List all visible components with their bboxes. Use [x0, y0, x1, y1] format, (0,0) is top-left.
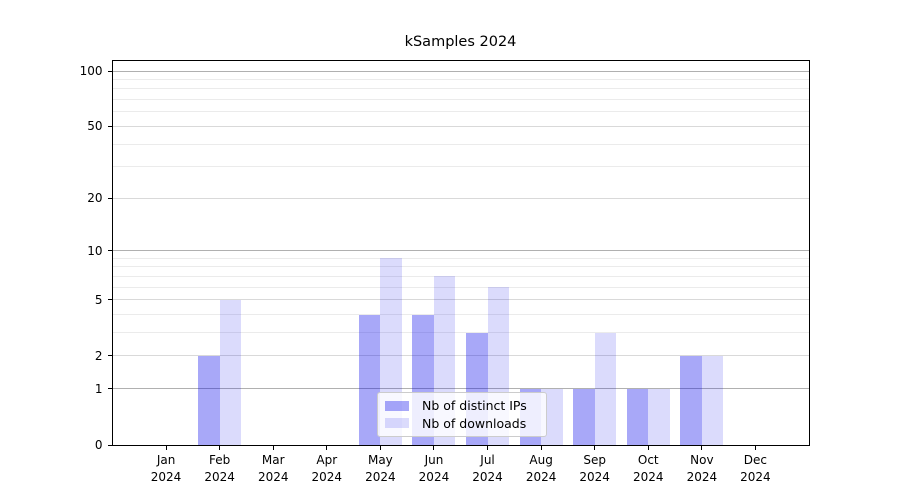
x-tick-mark — [272, 446, 274, 450]
x-tick-label: Mar 2024 — [257, 453, 289, 484]
x-tick-mark — [379, 446, 381, 450]
major-gridline — [112, 299, 809, 301]
y-tick-mark — [108, 388, 112, 390]
x-tick-label: Sep 2024 — [579, 453, 610, 484]
x-tick-mark — [647, 446, 649, 450]
x-tick-label: May 2024 — [365, 453, 396, 484]
x-tick-mark — [594, 446, 596, 450]
minor-gridline — [112, 99, 809, 101]
bar-downloads — [648, 388, 670, 445]
legend: Nb of distinct IPs Nb of downloads — [377, 392, 547, 437]
minor-gridline — [112, 314, 809, 316]
x-tick-mark — [326, 446, 328, 450]
chart-title: kSamples 2024 — [404, 34, 517, 50]
minor-gridline — [112, 78, 809, 80]
y-tick-mark — [108, 355, 112, 357]
x-tick-label: Aug 2024 — [525, 453, 557, 484]
x-tick-mark — [540, 446, 542, 450]
bar-downloads — [594, 332, 617, 445]
legend-entry-downloads: Nb of downloads — [385, 416, 538, 431]
minor-gridline — [112, 143, 809, 145]
y-tick-mark — [108, 125, 112, 127]
bar-distinct-ips — [573, 388, 595, 445]
y-tick-label: 100 — [79, 64, 103, 78]
x-tick-label: Feb 2024 — [204, 453, 235, 484]
major-gridline — [112, 125, 809, 127]
legend-entry-distinct-ips: Nb of distinct IPs — [385, 398, 538, 413]
x-tick-label: Jan 2024 — [150, 453, 182, 484]
x-tick-label: Jun 2024 — [418, 453, 450, 484]
bar-downloads — [701, 355, 724, 445]
bar-downloads — [219, 299, 242, 445]
y-tick-mark — [108, 197, 112, 199]
x-tick-mark — [165, 446, 167, 450]
y-tick-label: 2 — [94, 348, 103, 363]
y-tick-mark — [108, 299, 112, 301]
legend-label: Nb of downloads — [422, 415, 527, 431]
x-tick-label: Apr 2024 — [311, 453, 343, 484]
y-tick-mark — [108, 70, 112, 72]
legend-label: Nb of distinct IPs — [422, 398, 527, 414]
x-tick-mark — [433, 446, 435, 450]
y-tick-label: 20 — [87, 191, 103, 206]
major-gridline — [112, 355, 809, 357]
major-gridline — [112, 197, 809, 199]
minor-gridline — [112, 257, 809, 259]
y-tick-label: 50 — [87, 119, 103, 134]
major-gridline — [112, 250, 809, 252]
major-gridline — [112, 388, 809, 390]
x-tick-mark — [487, 446, 489, 450]
x-tick-mark — [701, 446, 703, 450]
y-tick-mark — [108, 250, 112, 252]
x-tick-label: Nov 2024 — [686, 453, 718, 484]
legend-swatch-downloads-icon — [385, 418, 409, 429]
y-tick-label: 10 — [87, 243, 103, 258]
bar-distinct-ips — [626, 388, 649, 445]
legend-swatch-distinct-ips-icon — [385, 400, 409, 411]
minor-gridline — [112, 275, 809, 277]
y-tick-label: 0 — [94, 438, 103, 452]
minor-gridline — [112, 111, 809, 113]
bar-distinct-ips — [358, 314, 381, 445]
x-tick-label: Jul 2024 — [472, 453, 503, 484]
bar-distinct-ips — [198, 355, 220, 445]
minor-gridline — [112, 88, 809, 90]
minor-gridline — [112, 266, 809, 268]
x-tick-label: Oct 2024 — [632, 453, 664, 484]
y-tick-label: 1 — [94, 381, 103, 396]
x-tick-mark — [754, 446, 756, 450]
y-tick-mark — [108, 444, 112, 446]
bar-distinct-ips — [680, 355, 702, 445]
minor-gridline — [112, 166, 809, 168]
minor-gridline — [112, 286, 809, 288]
major-gridline — [112, 70, 809, 72]
y-tick-label: 5 — [94, 292, 103, 307]
x-tick-mark — [219, 446, 221, 450]
x-tick-label: Dec 2024 — [740, 453, 771, 484]
minor-gridline — [112, 332, 809, 334]
